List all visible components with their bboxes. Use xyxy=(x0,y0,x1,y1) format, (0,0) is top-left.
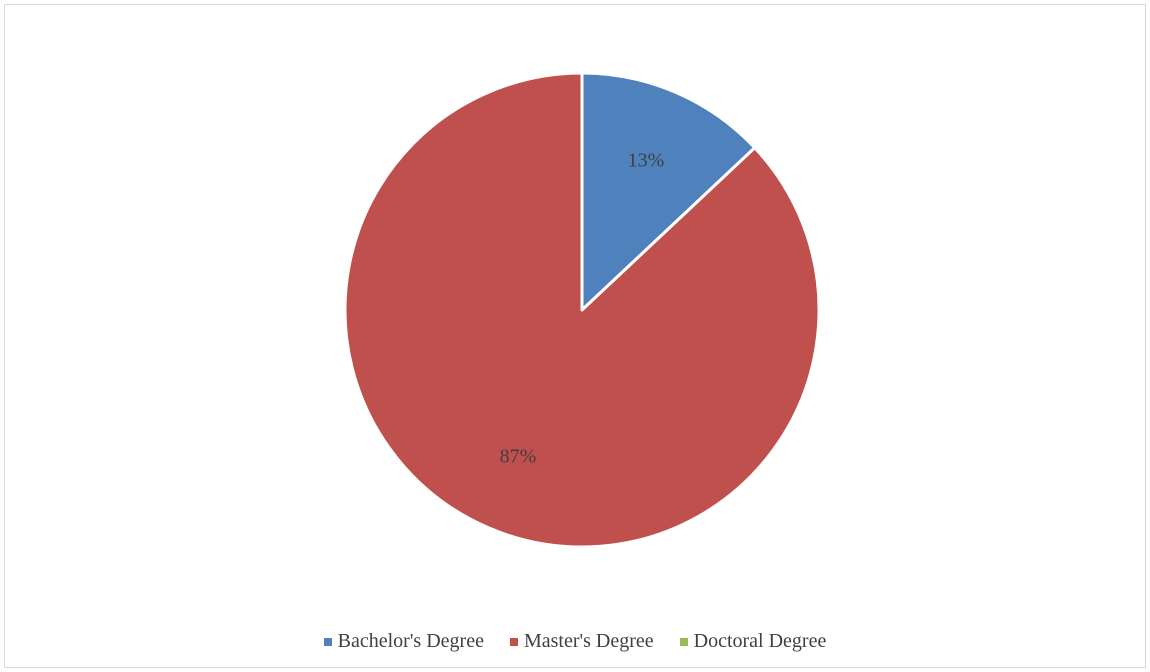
legend-item-masters: Master's Degree xyxy=(509,630,654,653)
legend-swatch-doctoral xyxy=(679,637,688,646)
pie-slice-bachelors xyxy=(580,71,757,312)
legend-item-bachelors: Bachelor's Degree xyxy=(323,630,484,653)
legend-swatch-bachelors xyxy=(323,637,332,646)
legend-label-masters: Master's Degree xyxy=(523,630,654,652)
pie-chart: 13% 87% xyxy=(343,71,821,549)
pie-slice-masters xyxy=(343,71,821,549)
legend-swatch-masters xyxy=(509,637,518,646)
pie-slices xyxy=(343,71,821,549)
legend-item-doctoral: Doctoral Degree xyxy=(679,630,827,653)
data-label-masters: 87% xyxy=(500,445,537,467)
legend-label-doctoral: Doctoral Degree xyxy=(693,630,827,652)
pie-data-labels: 13% 87% xyxy=(500,150,665,468)
data-label-bachelors: 13% xyxy=(628,150,665,172)
legend: Bachelor's Degree Master's Degree Doctor… xyxy=(5,630,1145,653)
chart-frame: 13% 87% Bachelor's Degree Master's Degree… xyxy=(4,4,1146,668)
legend-label-bachelors: Bachelor's Degree xyxy=(337,630,484,652)
